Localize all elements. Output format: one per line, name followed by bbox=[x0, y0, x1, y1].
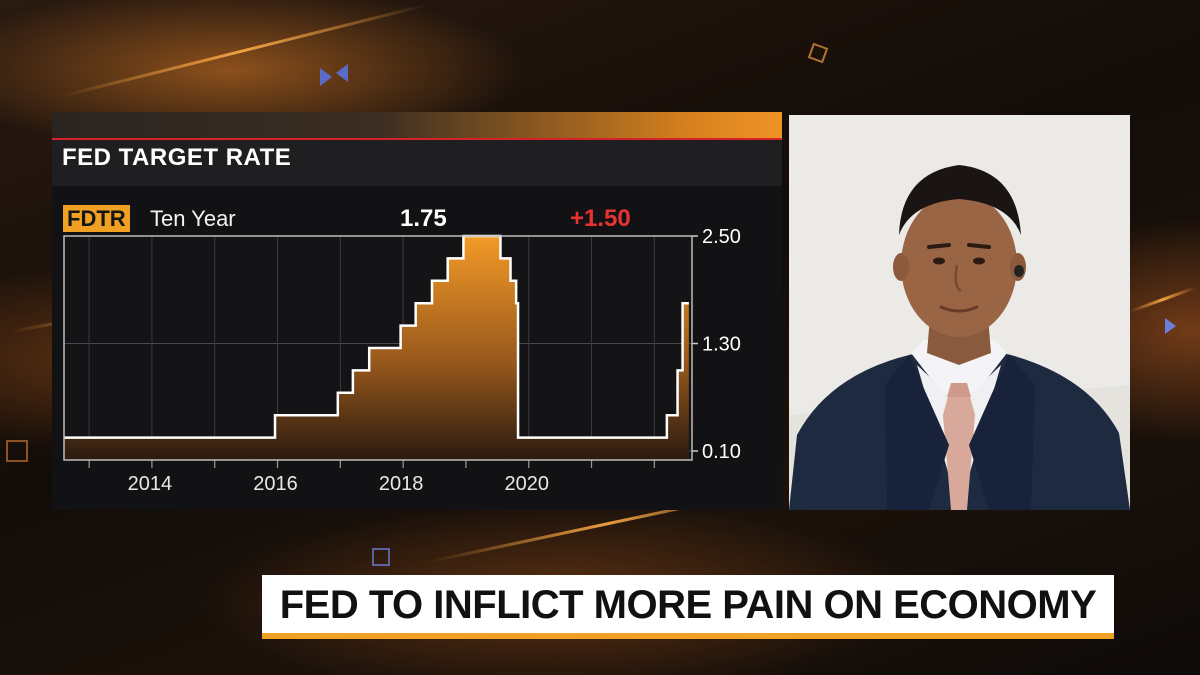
y-tick-label: 2.50 bbox=[702, 226, 741, 248]
x-tick-label: 2020 bbox=[504, 473, 549, 495]
chart-title: FED TARGET RATE bbox=[62, 144, 292, 171]
y-tick-label: 1.30 bbox=[702, 334, 741, 356]
triangle-icon bbox=[336, 64, 348, 82]
panel-red-rule bbox=[52, 138, 782, 140]
guest-video-feed bbox=[789, 115, 1130, 510]
rate-line bbox=[64, 234, 689, 439]
period-label: Ten Year bbox=[150, 206, 236, 231]
square-outline-icon bbox=[6, 440, 28, 462]
chart-panel: FED TARGET RATE FDTR Ten Year 1.75 +1.50… bbox=[52, 112, 782, 510]
guest-portrait bbox=[789, 115, 1130, 510]
y-tick-label: 0.10 bbox=[702, 441, 741, 463]
lower-third-banner: FED TO INFLICT MORE PAIN ON ECONOMY bbox=[262, 575, 1114, 639]
panel-top-bar bbox=[52, 112, 782, 138]
x-tick-label: 2018 bbox=[379, 473, 424, 495]
change-value: +1.50 bbox=[570, 205, 631, 232]
x-tick-label: 2016 bbox=[253, 473, 298, 495]
x-tick-label: 2014 bbox=[128, 473, 173, 495]
panel-title-bar bbox=[52, 140, 782, 186]
plot-frame bbox=[63, 235, 693, 461]
last-value: 1.75 bbox=[400, 205, 447, 232]
headline: FED TO INFLICT MORE PAIN ON ECONOMY bbox=[279, 583, 1097, 627]
triangle-icon bbox=[320, 68, 332, 86]
square-outline-icon bbox=[372, 548, 390, 566]
ticker-badge: FDTR bbox=[63, 205, 130, 232]
triangle-icon bbox=[1165, 318, 1176, 334]
rate-chart: 2.50 1.30 0.10 2014 2016 2018 2020 bbox=[63, 226, 741, 495]
